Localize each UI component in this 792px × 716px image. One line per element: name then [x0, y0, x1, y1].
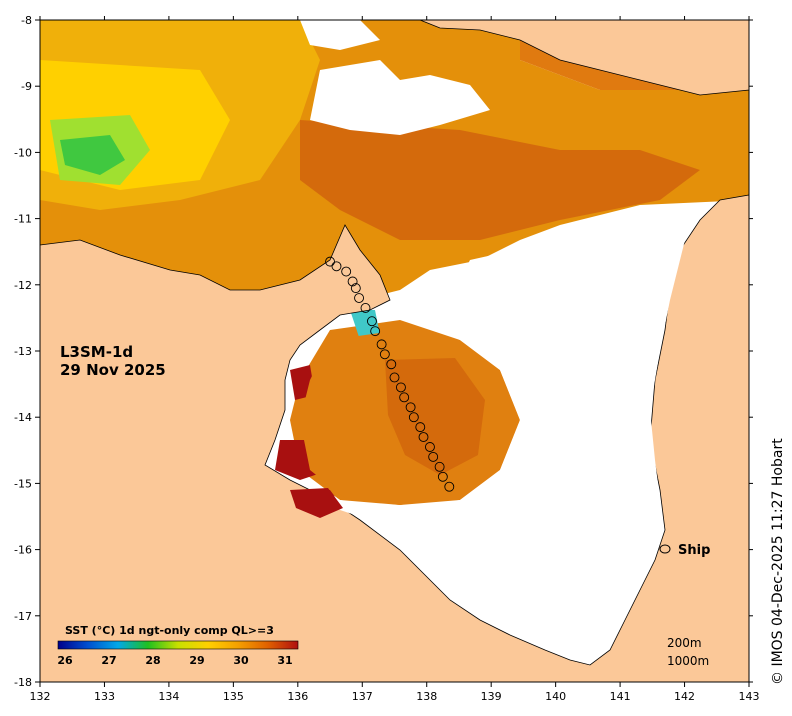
x-tick-label: 135: [223, 690, 244, 703]
ship-position: [331, 261, 342, 272]
y-tick-label: -16: [14, 544, 32, 557]
ship-legend-label: Ship: [678, 543, 710, 558]
ship-marker-icon: [659, 544, 671, 554]
ship-position: [444, 481, 455, 492]
colorbar-tick-label: 31: [277, 654, 292, 667]
ship-position: [386, 359, 397, 370]
ship-position: [437, 471, 448, 482]
y-tick-label: -14: [14, 411, 32, 424]
x-tick-label: 137: [352, 690, 373, 703]
y-tick-label: -12: [14, 279, 32, 292]
ship-position: [370, 326, 381, 337]
ship-position: [341, 266, 352, 277]
colorbar-title: SST (°C) 1d ngt-only comp QL>=3: [65, 624, 274, 637]
gulf-sst-hot: [290, 488, 343, 518]
ship-position: [434, 461, 445, 472]
ship-position: [354, 293, 364, 303]
ship-position: [350, 283, 361, 294]
colorbar-tick-label: 30: [233, 654, 249, 667]
x-tick-label: 142: [674, 690, 695, 703]
ship-position: [360, 303, 371, 313]
ship-position: [418, 432, 429, 443]
map-title: L3SM-1d 29 Nov 2025: [60, 343, 166, 379]
depth-legend: 200m 1000m: [667, 636, 709, 668]
depth-200m-label: 200m: [667, 636, 702, 650]
x-tick-label: 140: [545, 690, 566, 703]
x-axis: 132 133 134 135 136 137 138 139 140 141 142 143: [30, 16, 760, 703]
gulf-sst-warm: [385, 358, 485, 475]
x-tick-label: 139: [481, 690, 502, 703]
ship-position: [425, 442, 435, 452]
x-tick-label: 143: [739, 690, 760, 703]
ship-position: [325, 256, 335, 267]
ship-position: [379, 349, 390, 360]
land-arnhem: [39, 194, 750, 683]
ship-position: [347, 276, 358, 287]
date-label: 29 Nov 2025: [60, 361, 166, 379]
y-tick-label: -15: [14, 477, 32, 490]
colorbar-tick-label: 29: [189, 654, 204, 667]
x-tick-label: 138: [416, 690, 437, 703]
colorbar: SST (°C) 1d ngt-only comp QL>=3 26 27 28 29…: [57, 624, 299, 667]
ship-track: [325, 256, 455, 492]
ship-position: [428, 451, 439, 462]
y-tick-label: -9: [21, 80, 32, 93]
no-data-region: [310, 210, 690, 650]
ship-position: [366, 316, 377, 327]
y-tick-label: -17: [14, 610, 32, 623]
colorbar-ramp: [57, 640, 299, 650]
ship-position: [405, 402, 416, 413]
y-tick-label: -18: [14, 676, 32, 689]
y-tick-label: -10: [14, 146, 32, 159]
x-tick-label: 136: [287, 690, 308, 703]
x-tick-label: 141: [610, 690, 631, 703]
x-tick-label: 133: [94, 690, 115, 703]
colorbar-gradient: [57, 640, 299, 650]
ship-position: [395, 382, 406, 393]
ship-position: [415, 422, 426, 433]
y-tick-label: -11: [14, 213, 32, 226]
y-axis: -8 -9 -10 -11 -12 -13 -14 -15 -16 -17 -18: [14, 14, 753, 689]
ship-position: [408, 412, 419, 423]
depth-1000m-label: 1000m: [667, 654, 709, 668]
ship-position: [399, 392, 410, 403]
colorbar-tick-label: 28: [145, 654, 160, 667]
product-label: L3SM-1d: [60, 343, 134, 361]
colorbar-tick-label: 27: [101, 654, 116, 667]
colorbar-ticks: 26 27 28 29 30 31: [57, 654, 292, 667]
y-tick-label: -8: [21, 14, 32, 27]
x-tick-label: 132: [30, 690, 51, 703]
credit-text: © IMOS 04-Dec-2025 11:27 Hobart: [770, 438, 786, 685]
y-tick-label: -13: [14, 345, 32, 358]
ship-position: [376, 339, 387, 350]
ship-legend: Ship: [659, 543, 710, 558]
x-tick-label: 134: [158, 690, 179, 703]
ship-position: [389, 372, 400, 383]
colorbar-tick-label: 26: [57, 654, 73, 667]
